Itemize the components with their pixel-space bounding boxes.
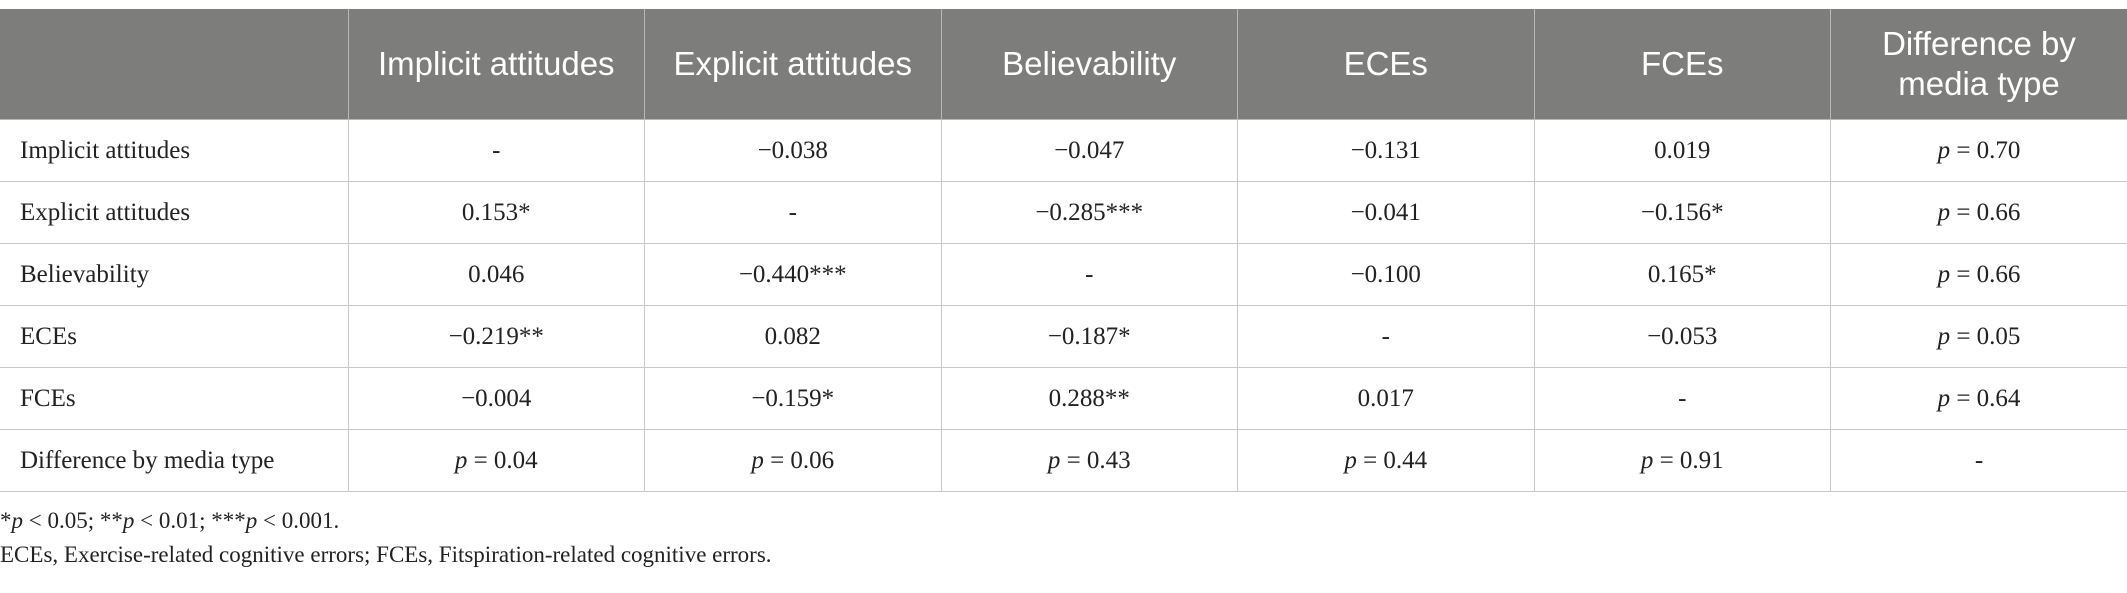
row-label: ECEs [0,306,348,368]
table-cell: 0.288** [941,368,1238,430]
table-cell: −0.159* [645,368,942,430]
table-cell: −0.131 [1238,120,1535,182]
table-cell: p = 0.44 [1238,430,1535,492]
table-cell: - [348,120,645,182]
header-cell-fces: FCEs [1534,9,1831,120]
table-cell: - [1238,306,1535,368]
table-cell: −0.219** [348,306,645,368]
row-label: Difference by media type [0,430,348,492]
header-cell-implicit-attitudes: Implicit attitudes [348,9,645,120]
table-cell: −0.047 [941,120,1238,182]
table-body: Implicit attitudes - −0.038 −0.047 −0.13… [0,120,2127,492]
table-cell: 0.017 [1238,368,1535,430]
row-label: Explicit attitudes [0,182,348,244]
table-cell: −0.053 [1534,306,1831,368]
table-row: ECEs −0.219** 0.082 −0.187* - −0.053 p =… [0,306,2127,368]
header-cell-corner [0,9,348,120]
table-row: Explicit attitudes 0.153* - −0.285*** −0… [0,182,2127,244]
table-cell: −0.285*** [941,182,1238,244]
table-cell: p = 0.06 [645,430,942,492]
table-cell: - [645,182,942,244]
table-footnotes: *p < 0.05; **p < 0.01; ***p < 0.001. ECE… [0,492,2127,572]
table-cell: −0.041 [1238,182,1535,244]
header-cell-explicit-attitudes: Explicit attitudes [645,9,942,120]
table-cell: −0.440*** [645,244,942,306]
header-cell-believability: Believability [941,9,1238,120]
table-cell: 0.046 [348,244,645,306]
header-cell-eces: ECEs [1238,9,1535,120]
table-cell: - [1534,368,1831,430]
table-cell: 0.165* [1534,244,1831,306]
table-cell: 0.019 [1534,120,1831,182]
table-row: Implicit attitudes - −0.038 −0.047 −0.13… [0,120,2127,182]
correlation-table: Implicit attitudes Explicit attitudes Be… [0,9,2127,492]
table-cell: −0.187* [941,306,1238,368]
table-cell: −0.004 [348,368,645,430]
table-cell: p = 0.66 [1831,244,2127,306]
table-cell: - [1831,430,2127,492]
table-header: Implicit attitudes Explicit attitudes Be… [0,9,2127,120]
table-cell: p = 0.04 [348,430,645,492]
table-cell: −0.100 [1238,244,1535,306]
table-cell: −0.156* [1534,182,1831,244]
table-cell: p = 0.43 [941,430,1238,492]
table-row: Difference by media type p = 0.04 p = 0.… [0,430,2127,492]
row-label: FCEs [0,368,348,430]
table-row: FCEs −0.004 −0.159* 0.288** 0.017 - p = … [0,368,2127,430]
table-cell: 0.153* [348,182,645,244]
row-label: Believability [0,244,348,306]
header-cell-difference-by-media-type: Difference by media type [1831,9,2127,120]
table-cell: 0.082 [645,306,942,368]
row-label: Implicit attitudes [0,120,348,182]
header-row: Implicit attitudes Explicit attitudes Be… [0,9,2127,120]
table-cell: p = 0.66 [1831,182,2127,244]
table-cell: −0.038 [645,120,942,182]
table-cell: p = 0.70 [1831,120,2127,182]
abbreviations-note: ECEs, Exercise-related cognitive errors;… [0,538,2127,572]
table-cell: p = 0.05 [1831,306,2127,368]
table-cell: p = 0.91 [1534,430,1831,492]
table-row: Believability 0.046 −0.440*** - −0.100 0… [0,244,2127,306]
table-cell: - [941,244,1238,306]
significance-note: *p < 0.05; **p < 0.01; ***p < 0.001. [0,504,2127,538]
table-cell: p = 0.64 [1831,368,2127,430]
